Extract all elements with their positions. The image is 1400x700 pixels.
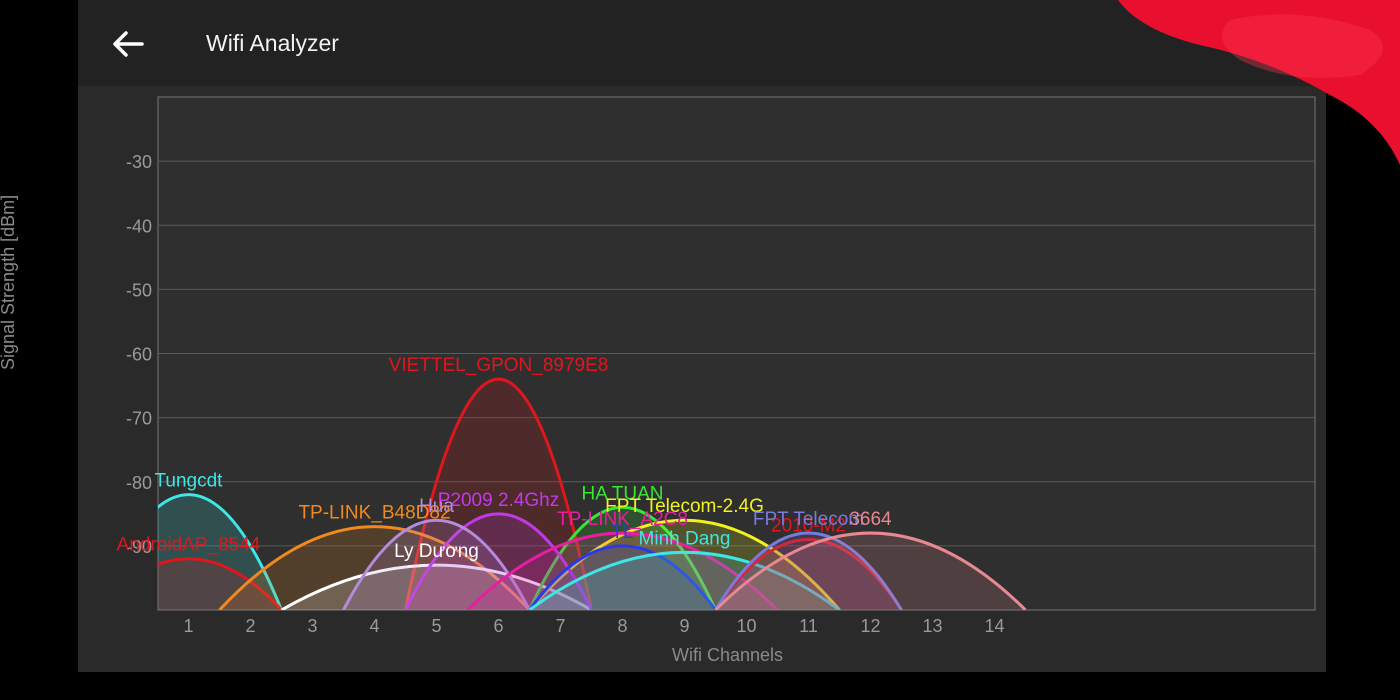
network-label: TP-LINK_A2C8 xyxy=(557,509,688,530)
network-label: Ly Dương xyxy=(394,541,479,562)
x-tick-label: 9 xyxy=(679,616,689,636)
arrow-left-icon xyxy=(113,31,144,57)
x-tick-label: 8 xyxy=(617,616,627,636)
y-tick-label: -30 xyxy=(126,152,152,172)
x-axis-title: Wifi Channels xyxy=(672,645,784,665)
series-curve xyxy=(528,550,841,610)
network-label: Hua xyxy=(419,496,454,517)
back-button[interactable] xyxy=(106,22,150,66)
series-curve xyxy=(404,512,593,610)
network-label: HA TUAN xyxy=(581,483,663,504)
x-tick-label: 11 xyxy=(799,616,818,636)
network-label: FPT Telecom-2.4G xyxy=(605,496,764,517)
series-curve xyxy=(714,531,903,610)
series-curve xyxy=(528,518,841,610)
network-label: VIETTEL_GPON_8979E8 xyxy=(389,355,609,376)
series-curve xyxy=(404,377,593,610)
x-tick-label: 2 xyxy=(245,616,255,636)
x-tick-label: 5 xyxy=(431,616,441,636)
network-label: 2010-M2 xyxy=(771,515,846,536)
series-curve xyxy=(528,544,717,610)
series-curve xyxy=(158,557,283,610)
series-curve xyxy=(280,563,593,610)
y-tick-label: -90 xyxy=(126,537,152,557)
series-area xyxy=(158,558,282,610)
network-label: FPT Telecom xyxy=(753,509,864,530)
y-tick-label: -50 xyxy=(126,280,152,300)
x-tick-label: 10 xyxy=(736,616,756,636)
series-curve xyxy=(342,518,531,610)
series-group xyxy=(158,377,1027,610)
x-tick-label: 7 xyxy=(555,616,565,636)
network-label: P2009 2.4Ghz xyxy=(438,490,559,511)
x-tick-label: 1 xyxy=(183,616,193,636)
network-label: 3664 xyxy=(849,509,892,530)
page-title: Wifi Analyzer xyxy=(206,30,339,56)
x-tick-label: 6 xyxy=(493,616,503,636)
y-axis-title: Signal Strength [dBm] xyxy=(0,194,18,370)
series-curve xyxy=(714,538,903,610)
x-tick-label: 13 xyxy=(922,616,942,636)
network-label: AndroidAP_8544 xyxy=(117,535,261,556)
series-curve xyxy=(528,505,717,610)
network-label: Tungcdt xyxy=(155,471,224,492)
network-label: TL xyxy=(611,522,633,543)
y-tick-label: -80 xyxy=(126,473,152,493)
x-tick-label: 4 xyxy=(369,616,379,636)
y-tick-label: -60 xyxy=(126,345,152,365)
series-curve xyxy=(466,531,779,610)
network-label: TP-LINK_B48D82 xyxy=(298,503,450,524)
network-label: Minh Dang xyxy=(639,528,731,549)
x-tick-label: 14 xyxy=(984,616,1004,636)
series-curve xyxy=(714,531,1027,610)
series-curve xyxy=(158,493,283,610)
y-tick-label: -70 xyxy=(126,409,152,429)
x-tick-label: 12 xyxy=(860,616,880,636)
x-tick-label: 3 xyxy=(307,616,317,636)
y-tick-label: -40 xyxy=(126,216,152,236)
